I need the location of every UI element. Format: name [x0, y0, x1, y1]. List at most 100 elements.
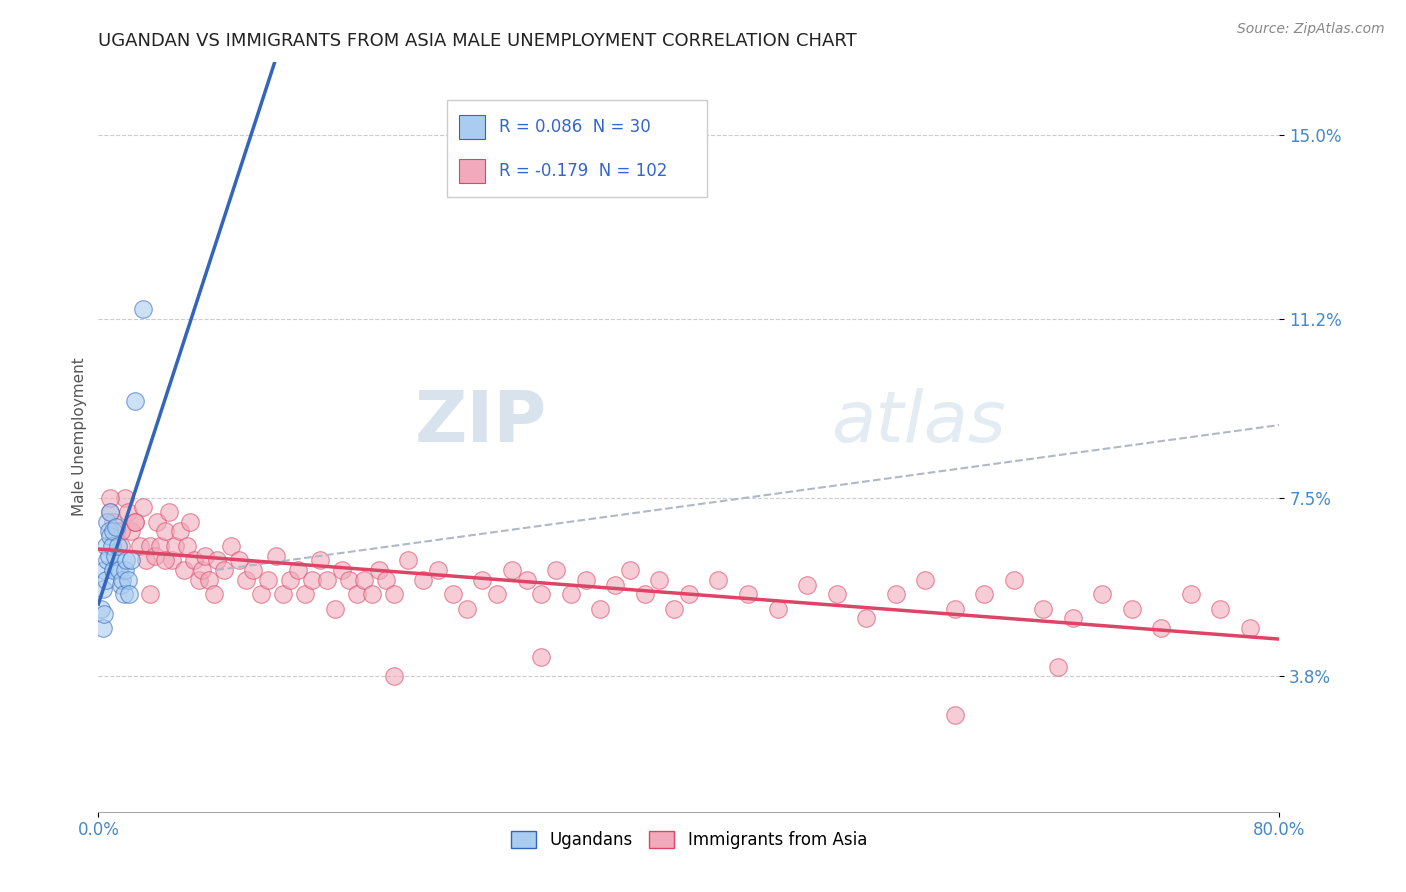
FancyBboxPatch shape: [447, 100, 707, 197]
Point: [339, 573, 361, 587]
Point: [114, 563, 136, 577]
Point: [242, 563, 264, 577]
Point: [98, 505, 121, 519]
Point: [162, 553, 183, 567]
Point: [294, 587, 316, 601]
Point: [91, 621, 114, 635]
Point: [457, 601, 479, 615]
Point: [176, 539, 198, 553]
Point: [124, 393, 146, 408]
Point: [441, 587, 464, 601]
Point: [1121, 601, 1143, 615]
Bar: [458, 159, 485, 183]
Legend: Ugandans, Immigrants from Asia: Ugandans, Immigrants from Asia: [505, 824, 873, 855]
Point: [132, 301, 155, 316]
Point: [118, 587, 141, 601]
Point: [143, 549, 166, 563]
Point: [107, 539, 129, 553]
Point: [153, 553, 176, 567]
Point: [202, 587, 225, 601]
Point: [330, 563, 353, 577]
Point: [112, 587, 135, 601]
Point: [120, 524, 142, 539]
Point: [105, 524, 128, 539]
Y-axis label: Male Unemployment: Male Unemployment: [72, 358, 87, 516]
Text: ZIP: ZIP: [415, 388, 547, 457]
Point: [146, 515, 169, 529]
Point: [516, 573, 538, 587]
Point: [1062, 611, 1084, 625]
Point: [114, 491, 136, 505]
Point: [173, 563, 195, 577]
Point: [605, 577, 627, 591]
Point: [97, 549, 120, 563]
Point: [198, 573, 221, 587]
Point: [194, 549, 217, 563]
Point: [1046, 659, 1070, 673]
Text: atlas: atlas: [831, 388, 1005, 457]
Point: [179, 515, 201, 529]
Point: [280, 573, 302, 587]
Point: [221, 539, 243, 553]
Point: [169, 524, 191, 539]
Point: [105, 519, 128, 533]
Point: [228, 553, 250, 567]
Point: [110, 577, 132, 591]
Point: [501, 563, 523, 577]
Point: [382, 587, 405, 601]
Point: [124, 515, 146, 529]
Point: [157, 505, 180, 519]
Point: [368, 563, 391, 577]
Point: [264, 549, 287, 563]
Point: [271, 587, 294, 601]
Point: [707, 573, 730, 587]
Point: [183, 553, 205, 567]
Point: [346, 587, 368, 601]
Point: [100, 539, 122, 553]
Point: [187, 573, 209, 587]
Point: [664, 601, 686, 615]
Point: [111, 573, 134, 587]
Point: [943, 601, 966, 615]
Point: [104, 549, 127, 563]
Point: [93, 563, 115, 577]
Text: R = -0.179  N = 102: R = -0.179 N = 102: [499, 161, 668, 179]
Point: [139, 587, 162, 601]
Point: [1209, 601, 1232, 615]
Point: [1180, 587, 1202, 601]
Point: [103, 563, 125, 577]
Point: [257, 573, 280, 587]
Point: [1002, 573, 1025, 587]
Point: [360, 587, 382, 601]
Point: [124, 515, 146, 529]
Point: [115, 553, 138, 567]
Point: [110, 524, 132, 539]
Point: [117, 505, 139, 519]
Point: [98, 491, 121, 505]
Point: [353, 573, 375, 587]
Point: [427, 563, 450, 577]
Point: [766, 601, 789, 615]
Point: [323, 601, 346, 615]
Point: [108, 563, 131, 577]
Point: [943, 708, 966, 723]
Point: [97, 524, 120, 539]
Point: [560, 587, 582, 601]
Point: [1239, 621, 1261, 635]
Point: [546, 563, 568, 577]
Point: [153, 524, 176, 539]
Point: [110, 539, 132, 553]
Point: [530, 650, 553, 665]
Point: [205, 553, 228, 567]
Point: [1150, 621, 1173, 635]
Point: [191, 563, 214, 577]
Point: [235, 573, 257, 587]
Point: [250, 587, 273, 601]
Point: [825, 587, 848, 601]
Point: [90, 601, 112, 615]
Point: [94, 539, 117, 553]
Point: [796, 577, 818, 591]
Point: [139, 539, 162, 553]
Text: Source: ZipAtlas.com: Source: ZipAtlas.com: [1237, 22, 1385, 37]
Point: [135, 553, 157, 567]
